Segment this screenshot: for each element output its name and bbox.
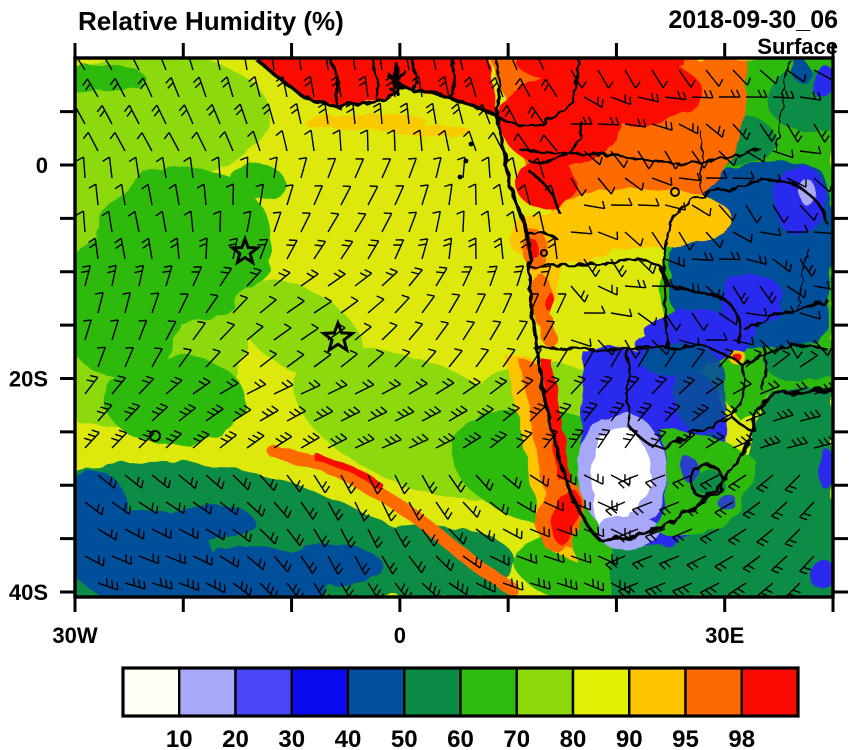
colorbar-label: 90 xyxy=(616,726,643,750)
map-markers xyxy=(149,141,680,442)
colorbar: 10 20 30 40 50 60 70 80 90 95 98 xyxy=(121,666,800,750)
colorbar-cell xyxy=(290,666,350,718)
star-marker xyxy=(228,234,262,266)
circle-marker xyxy=(149,430,161,442)
colorbar-label: 98 xyxy=(728,726,755,750)
island-dot xyxy=(457,174,463,180)
colorbar-label: 10 xyxy=(166,726,193,750)
map-area xyxy=(75,58,833,597)
colorbar-label: 40 xyxy=(335,726,362,750)
colorbar-cell xyxy=(178,666,237,718)
colorbar-cell xyxy=(684,666,743,718)
circle-marker xyxy=(540,249,548,257)
datetime-label: 2018-09-30_06 xyxy=(668,6,838,34)
colorbar-label: 20 xyxy=(222,726,249,750)
colorbar-cell xyxy=(234,666,293,718)
colorbar-cell xyxy=(403,666,462,718)
colorbar-cell xyxy=(628,666,687,718)
colorbar-cell xyxy=(459,666,518,718)
colorbar-label: 95 xyxy=(672,726,699,750)
colorbar-cell xyxy=(346,666,406,718)
wind-barbs xyxy=(75,58,833,597)
level-label: Surface xyxy=(757,34,838,59)
wind-barb-field xyxy=(75,58,833,597)
colorbar-cell xyxy=(515,666,575,718)
colorbar-cell xyxy=(571,666,631,718)
circle-marker xyxy=(670,187,680,197)
humidity-field xyxy=(75,58,833,597)
colorbar-frame xyxy=(121,666,800,718)
star-marker xyxy=(319,318,357,354)
island-dot xyxy=(463,158,469,164)
colorbar-label: 80 xyxy=(560,726,587,750)
colorbar-cell xyxy=(121,666,181,718)
x-axis-label: 0 xyxy=(394,623,406,648)
y-axis-label: 40S xyxy=(9,580,48,605)
island-dot xyxy=(468,141,474,147)
colorbar-label: 30 xyxy=(278,726,305,750)
map-frame xyxy=(73,56,835,599)
coastline-and-borders xyxy=(253,58,833,542)
page-title: Relative Humidity (%) xyxy=(78,6,344,36)
colorbar-label: 60 xyxy=(447,726,474,750)
colorbar-label: 70 xyxy=(503,726,530,750)
colorbar-label: 50 xyxy=(391,726,418,750)
x-axis-label: 30W xyxy=(52,623,97,648)
y-axis-label: 20S xyxy=(9,367,48,392)
country-borders xyxy=(328,58,831,450)
colorbar-cell xyxy=(740,666,800,718)
x-axis-label: 30E xyxy=(705,623,744,648)
y-axis-label: 0 xyxy=(36,153,48,178)
axes: 30W 0 30E 0 20S 40S xyxy=(9,43,848,648)
